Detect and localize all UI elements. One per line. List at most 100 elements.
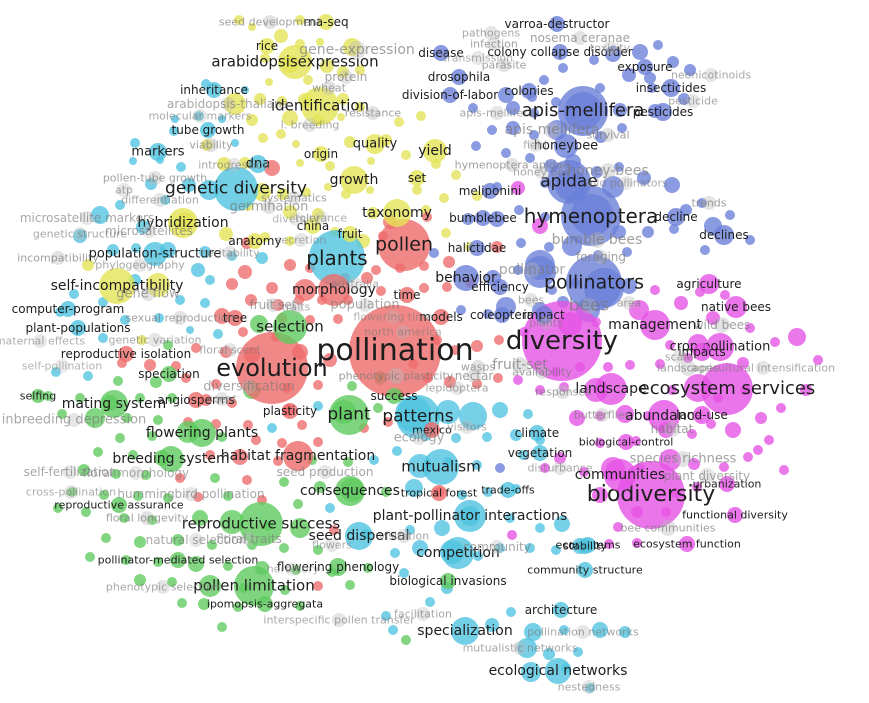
network-node[interactable] xyxy=(339,70,353,84)
network-node[interactable] xyxy=(648,400,680,432)
network-node[interactable] xyxy=(309,230,365,286)
network-node[interactable] xyxy=(454,500,486,532)
network-node[interactable] xyxy=(148,171,162,185)
network-node[interactable] xyxy=(227,310,243,326)
network-node[interactable] xyxy=(553,461,567,475)
network-node[interactable] xyxy=(332,613,346,627)
network-node[interactable] xyxy=(467,369,481,383)
network-node[interactable] xyxy=(589,232,605,248)
network-node[interactable] xyxy=(170,552,186,568)
network-node[interactable] xyxy=(524,293,538,307)
network-node[interactable] xyxy=(484,26,498,40)
network-node[interactable] xyxy=(558,86,608,136)
network-node[interactable] xyxy=(242,380,256,394)
network-node[interactable] xyxy=(451,69,467,85)
network-node[interactable] xyxy=(345,522,373,550)
network-node[interactable] xyxy=(701,363,753,415)
network-node[interactable] xyxy=(117,183,131,197)
network-node[interactable] xyxy=(576,625,590,639)
network-node[interactable] xyxy=(303,118,317,132)
network-node[interactable] xyxy=(702,196,716,210)
network-node[interactable] xyxy=(287,191,301,205)
network-node[interactable] xyxy=(756,361,770,375)
network-node[interactable] xyxy=(31,389,45,403)
network-node[interactable] xyxy=(725,296,747,318)
network-node[interactable] xyxy=(206,82,222,98)
network-node[interactable] xyxy=(554,134,578,158)
network-node[interactable] xyxy=(141,287,155,301)
network-node[interactable] xyxy=(366,106,380,120)
network-node[interactable] xyxy=(704,68,718,82)
network-node[interactable] xyxy=(545,658,571,684)
network-node[interactable] xyxy=(505,158,519,172)
network-node[interactable] xyxy=(247,233,263,249)
network-node[interactable] xyxy=(348,277,362,291)
network-node[interactable] xyxy=(433,45,449,61)
network-node[interactable] xyxy=(622,296,636,310)
network-node[interactable] xyxy=(487,37,501,51)
network-node[interactable] xyxy=(547,160,591,204)
network-node[interactable] xyxy=(223,343,237,357)
network-node[interactable] xyxy=(349,305,441,397)
network-node[interactable] xyxy=(313,146,329,162)
network-node[interactable] xyxy=(577,538,593,554)
network-node[interactable] xyxy=(314,211,328,225)
network-node[interactable] xyxy=(149,143,167,161)
network-node[interactable] xyxy=(358,298,372,312)
network-node[interactable] xyxy=(262,200,276,214)
network-node[interactable] xyxy=(342,226,358,242)
network-node[interactable] xyxy=(257,596,273,612)
network-node[interactable] xyxy=(63,465,77,479)
network-node[interactable] xyxy=(60,301,76,317)
network-node[interactable] xyxy=(494,307,510,323)
network-node[interactable] xyxy=(156,580,170,594)
network-node[interactable] xyxy=(580,537,596,553)
network-node[interactable] xyxy=(693,343,711,361)
network-node[interactable] xyxy=(140,511,154,525)
network-node[interactable] xyxy=(188,419,216,447)
network-node[interactable] xyxy=(719,476,735,492)
network-node[interactable] xyxy=(153,193,167,207)
network-node[interactable] xyxy=(442,537,474,569)
network-node[interactable] xyxy=(490,540,504,554)
network-node[interactable] xyxy=(227,158,241,172)
network-node[interactable] xyxy=(482,183,498,199)
network-node[interactable] xyxy=(451,617,479,645)
network-node[interactable] xyxy=(714,225,734,245)
network-node[interactable] xyxy=(521,83,537,99)
network-node[interactable] xyxy=(283,441,313,471)
network-node[interactable] xyxy=(329,558,347,576)
network-node[interactable] xyxy=(490,106,504,120)
network-node[interactable] xyxy=(528,138,542,152)
network-node[interactable] xyxy=(188,392,204,408)
network-node[interactable] xyxy=(273,310,307,344)
network-node[interactable] xyxy=(604,459,636,491)
network-node[interactable] xyxy=(67,413,81,427)
network-node[interactable] xyxy=(561,186,621,246)
network-node[interactable] xyxy=(215,392,229,406)
network-node[interactable] xyxy=(168,208,198,238)
network-node[interactable] xyxy=(340,166,368,194)
network-node[interactable] xyxy=(388,368,404,384)
network-node[interactable] xyxy=(431,485,447,501)
network-node[interactable] xyxy=(318,465,332,479)
network-node[interactable] xyxy=(325,538,339,552)
network-node[interactable] xyxy=(675,451,691,467)
network-node[interactable] xyxy=(383,199,411,227)
network-node[interactable] xyxy=(204,138,218,152)
network-node[interactable] xyxy=(70,320,86,336)
network-node[interactable] xyxy=(266,298,280,312)
network-node[interactable] xyxy=(637,59,653,75)
network-node[interactable] xyxy=(318,274,350,306)
network-node[interactable] xyxy=(471,360,485,374)
network-node[interactable] xyxy=(80,211,94,225)
network-node[interactable] xyxy=(660,520,676,536)
network-node[interactable] xyxy=(672,350,686,364)
network-node[interactable] xyxy=(469,240,485,256)
network-node[interactable] xyxy=(582,680,596,694)
network-node[interactable] xyxy=(234,566,274,606)
network-node[interactable] xyxy=(686,94,700,108)
network-node[interactable] xyxy=(706,333,734,361)
network-node[interactable] xyxy=(318,14,334,30)
network-node[interactable] xyxy=(111,497,127,513)
